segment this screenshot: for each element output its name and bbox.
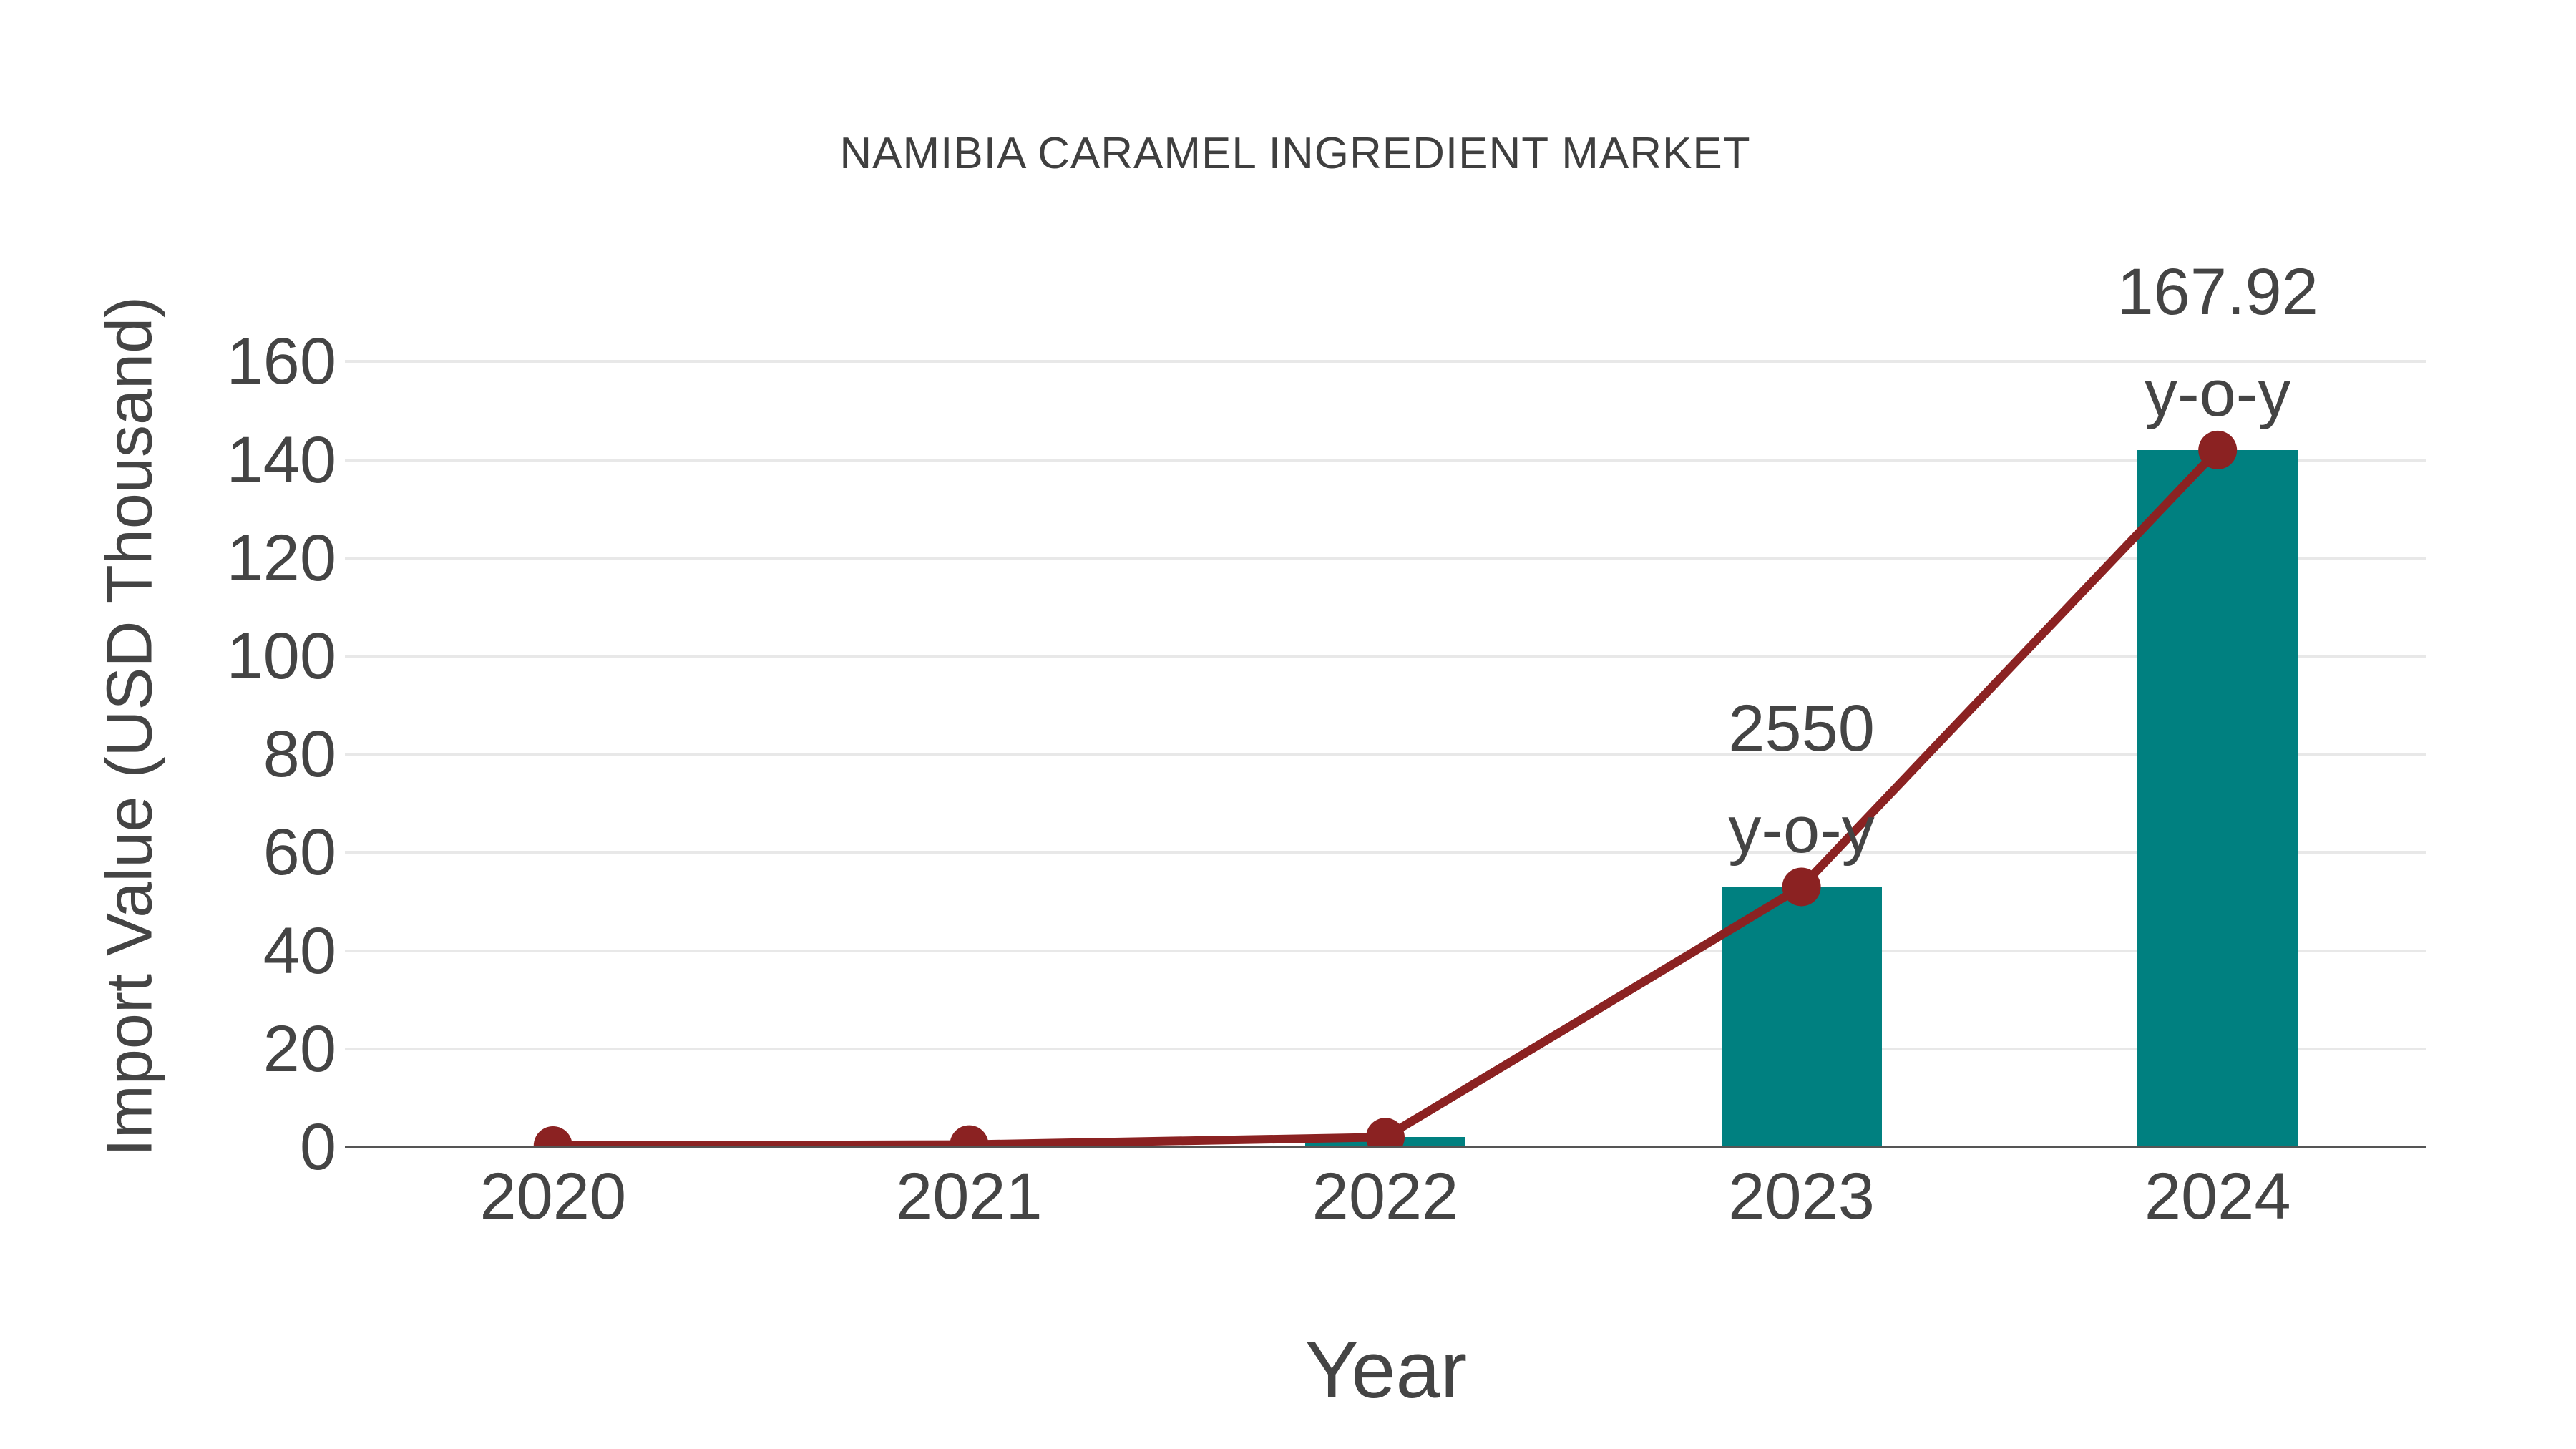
data-point-marker <box>1366 1118 1405 1147</box>
y-tick-label: 160 <box>226 325 337 399</box>
x-tick-label: 2021 <box>896 1160 1043 1233</box>
y-tick-label: 100 <box>226 620 337 693</box>
gridline <box>345 458 2426 462</box>
data-point-marker <box>2198 430 2238 469</box>
x-axis-title: Year <box>1304 1325 1468 1415</box>
annotation-line: y-o-y <box>1728 794 1875 867</box>
y-tick-label: 0 <box>299 1111 336 1184</box>
chart-title: NAMIBIA CARAMEL INGREDIENT MARKET <box>839 129 1751 178</box>
gridline <box>345 1047 2426 1050</box>
bar <box>2137 449 2298 1147</box>
data-point-marker <box>533 1126 572 1147</box>
bar <box>1721 887 1882 1147</box>
x-tick-label: 2023 <box>1728 1160 1875 1233</box>
y-tick-label: 80 <box>263 718 336 791</box>
gridline <box>345 753 2426 756</box>
y-tick-label: 60 <box>263 816 336 889</box>
y-tick-label: 40 <box>263 914 336 987</box>
x-tick-label: 2024 <box>2144 1160 2291 1233</box>
y-tick-label: 120 <box>226 521 337 595</box>
x-tick-label: 2020 <box>479 1160 627 1233</box>
gridline <box>345 949 2426 952</box>
annotation-line: y-o-y <box>2144 356 2291 430</box>
x-axis-line <box>345 1146 2426 1148</box>
plot-area <box>345 308 2426 1147</box>
gridline <box>345 655 2426 658</box>
gridline <box>345 851 2426 854</box>
y-tick-label: 20 <box>263 1012 336 1085</box>
y-tick-label: 140 <box>226 423 337 497</box>
annotation-line: 2550 <box>1728 692 1875 766</box>
annotation: 167.92 y-o-y <box>1989 241 2446 444</box>
x-tick-label: 2022 <box>1312 1160 1459 1233</box>
gridline <box>345 360 2426 364</box>
data-point-marker <box>1782 867 1821 907</box>
data-point-marker <box>950 1125 989 1147</box>
annotation-line: 167.92 <box>2117 255 2318 328</box>
annotation: 2550 y-o-y <box>1573 678 2031 881</box>
gridline <box>345 556 2426 560</box>
line-series <box>533 430 2238 1147</box>
